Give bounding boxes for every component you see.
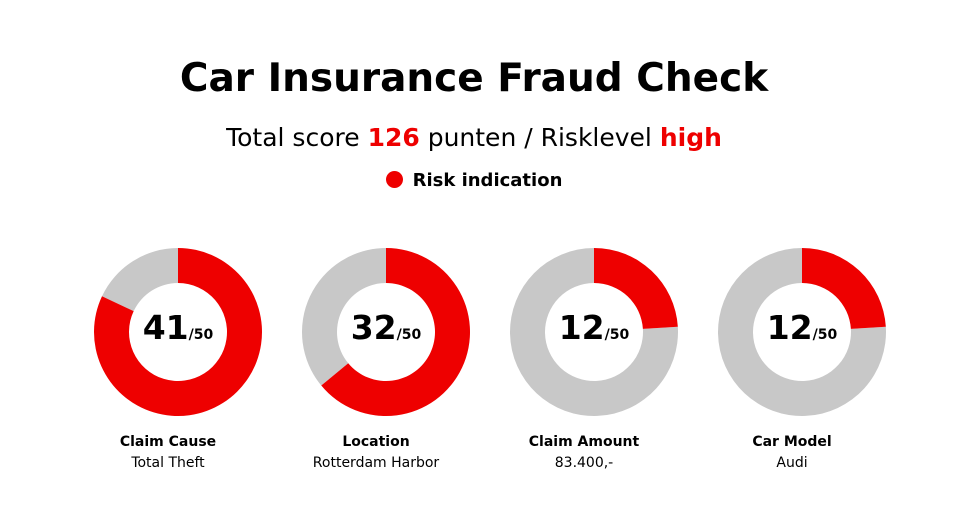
donut-svg <box>302 248 470 416</box>
risk-level-prefix: punten / Risklevel <box>419 123 660 152</box>
donut-center-text: 41/50 <box>86 308 270 355</box>
donut-label: Claim Cause <box>119 434 217 450</box>
donut-risk-segment <box>321 248 470 416</box>
donut-score-max: /50 <box>604 327 630 343</box>
donut-svg <box>718 248 886 416</box>
donut-remainder-segment <box>510 248 678 416</box>
donut-sublabel: Rotterdam Harbor <box>312 455 440 471</box>
legend: Risk indication <box>0 168 948 194</box>
donut-remainder-segment <box>718 248 886 416</box>
legend-swatch <box>385 171 403 188</box>
risk-level-value: high <box>659 123 722 152</box>
donut-svg <box>510 248 678 416</box>
donut-score-value: 41 <box>142 308 189 347</box>
donut-chart-claim-amount: 12/50 <box>502 240 686 424</box>
page-title: Car Insurance Fraud Check <box>179 56 769 101</box>
donut-remainder-segment <box>302 248 386 386</box>
donut-chart-location: 32/50 <box>294 240 478 424</box>
donut-score-value: 12 <box>766 308 813 347</box>
total-score-prefix: Total score <box>226 123 368 152</box>
donut-risk-segment <box>802 248 886 329</box>
donut-score-value: 32 <box>350 308 397 347</box>
donut-label: Claim Amount <box>528 434 640 450</box>
legend-label: Risk indication <box>412 170 563 191</box>
donut-center-text: 12/50 <box>502 308 686 355</box>
donut-score-max: /50 <box>188 327 214 343</box>
donut-chart-claim-cause: 41/50 <box>86 240 270 424</box>
donut-svg <box>94 248 263 416</box>
donut-sublabel: Total Theft <box>131 455 205 471</box>
donut-risk-segment <box>594 248 678 329</box>
donut-label: Location <box>342 434 410 450</box>
donut-score-max: /50 <box>396 327 422 343</box>
total-score-value: 126 <box>367 123 420 152</box>
donut-score-max: /50 <box>812 327 838 343</box>
donut-sublabel: 83.400,- <box>554 455 614 471</box>
donut-center-text: 32/50 <box>294 308 478 355</box>
donut-center-text: 12/50 <box>710 308 894 355</box>
donut-label: Car Model <box>752 434 832 450</box>
donut-remainder-segment <box>101 248 178 312</box>
donut-sublabel: Audi <box>776 455 808 471</box>
donut-chart-car-model: 12/50 <box>710 240 894 424</box>
donut-risk-segment <box>94 248 263 416</box>
donut-score-value: 12 <box>558 308 605 347</box>
total-score-line: Total score 126 punten / Risklevel high <box>0 121 948 155</box>
